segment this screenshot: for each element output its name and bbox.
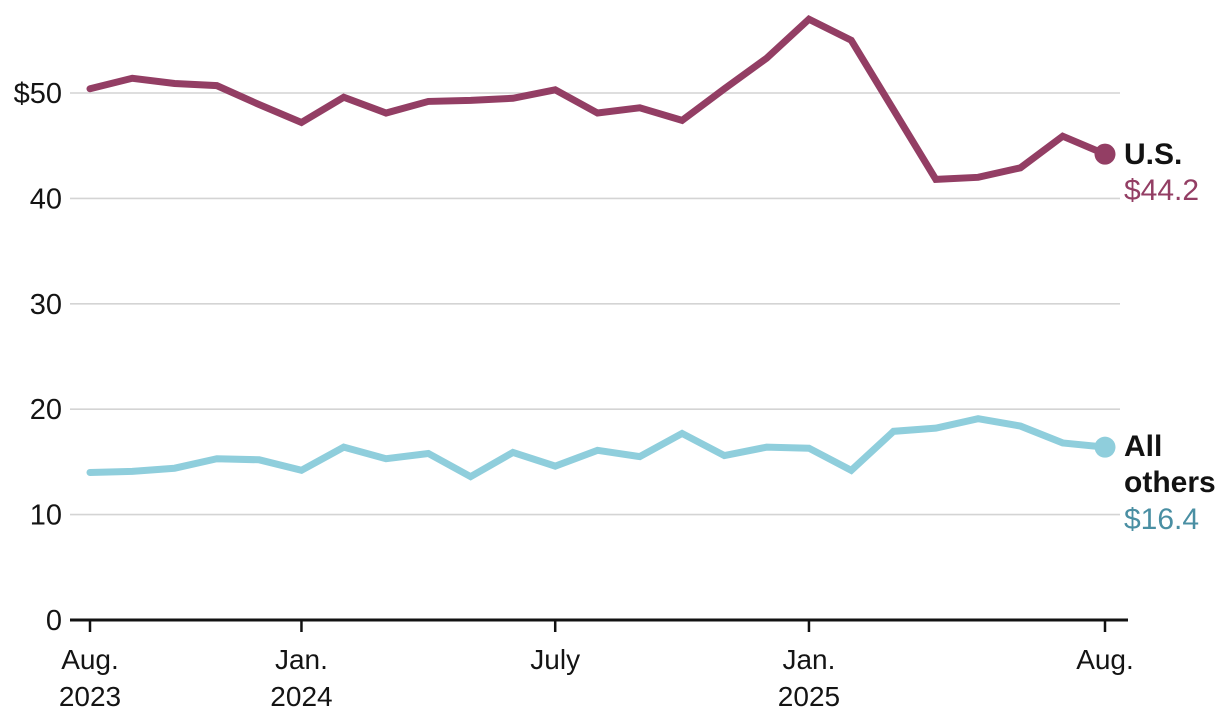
us-end-dot (1094, 143, 1116, 165)
all-others-series-label-line2: others (1124, 466, 1216, 499)
all-others-end-dot (1094, 436, 1116, 458)
x-axis-tick-label: Jan. (275, 644, 328, 675)
y-axis-tick-label: 20 (30, 394, 62, 426)
x-axis-tick-label: Aug. (1076, 644, 1134, 675)
x-axis-tick-year-label: 2024 (270, 681, 332, 712)
x-axis-tick-year-label: 2025 (778, 681, 840, 712)
y-axis-tick-label: $50 (14, 78, 62, 110)
all-others-line (86, 415, 1109, 481)
us-line (86, 15, 1109, 184)
x-axis-tick-label: July (530, 644, 580, 675)
us-series-label: U.S. (1124, 138, 1183, 171)
y-axis-tick-label: 0 (46, 605, 62, 637)
x-axis-tick-year-label: 2023 (59, 681, 121, 712)
y-axis-tick-label: 10 (30, 500, 62, 532)
all-others-series-label-line1: All (1124, 430, 1163, 463)
all-others-value-label: $16.4 (1124, 503, 1200, 536)
us-value-label: $44.2 (1124, 174, 1200, 207)
x-axis-tick-label: Jan. (782, 644, 835, 675)
y-axis-tick-label: 30 (30, 289, 62, 321)
x-axis-tick-label: Aug. (61, 644, 119, 675)
y-axis-tick-label: 40 (30, 183, 62, 215)
